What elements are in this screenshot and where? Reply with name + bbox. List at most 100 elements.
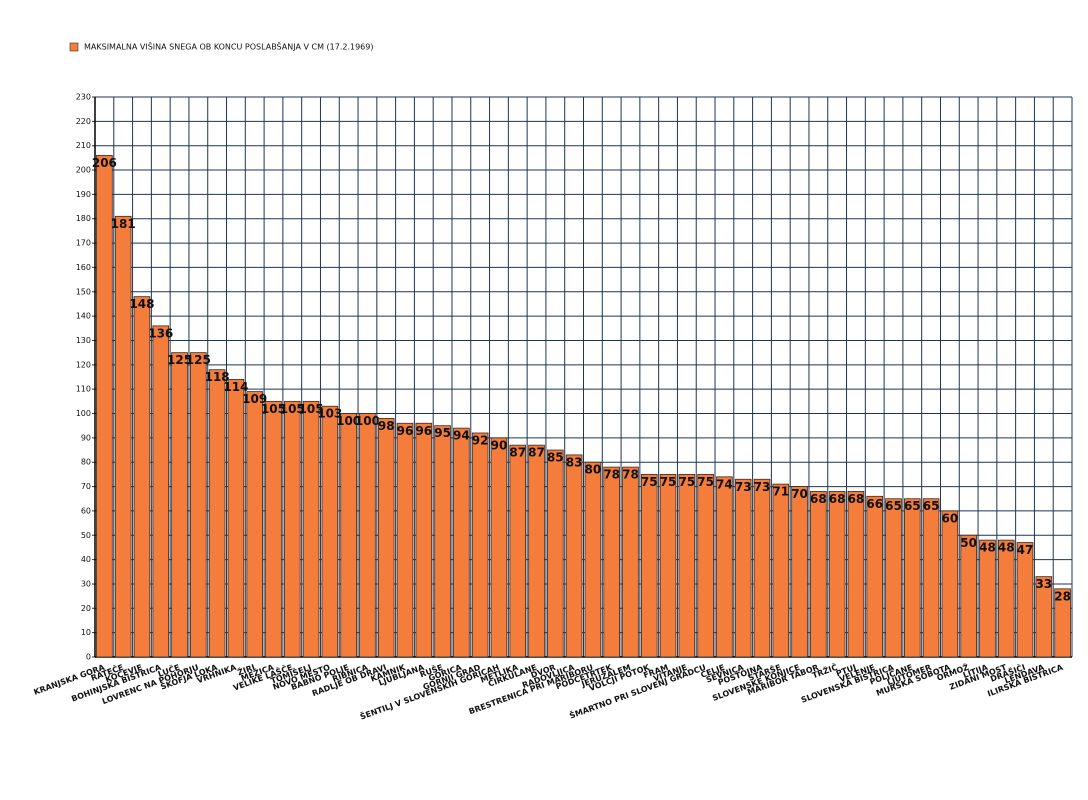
data-label: 71 [772, 485, 789, 499]
data-label: 136 [148, 326, 173, 340]
y-tick-label: 200 [76, 166, 91, 175]
y-tick-label: 210 [76, 141, 91, 150]
bar [547, 449, 564, 658]
data-label: 114 [223, 380, 248, 394]
data-label: 96 [397, 424, 414, 438]
bar [396, 422, 414, 658]
data-label: 33 [1035, 577, 1052, 591]
bar [565, 454, 583, 658]
y-tick-label: 230 [76, 93, 91, 102]
data-label: 87 [509, 446, 526, 460]
bar [415, 422, 433, 658]
bar [960, 534, 977, 658]
y-tick-label: 180 [76, 214, 91, 223]
data-label: 75 [660, 475, 677, 489]
data-label: 65 [923, 499, 940, 513]
data-label: 206 [92, 156, 117, 170]
y-tick-label: 20 [81, 604, 91, 613]
bar [885, 498, 902, 658]
bar [528, 444, 545, 658]
y-tick-label: 150 [76, 287, 91, 296]
y-tick-label: 120 [76, 360, 91, 369]
data-label: 48 [979, 541, 996, 555]
y-tick-label: 50 [81, 531, 91, 540]
bar [941, 510, 959, 658]
bar [490, 437, 508, 658]
bar [453, 427, 470, 658]
bar [603, 466, 620, 658]
data-label: 68 [829, 492, 846, 506]
bar [584, 461, 602, 658]
data-label: 100 [355, 414, 380, 428]
bar [753, 478, 771, 658]
data-label: 105 [261, 402, 286, 416]
x-tick-label: VRHNIKA [196, 662, 238, 685]
data-label: 78 [622, 468, 639, 482]
bar [716, 476, 733, 658]
y-tick-label: 220 [76, 117, 91, 126]
data-label: 181 [111, 217, 136, 231]
data-label: 105 [280, 402, 305, 416]
data-label: 73 [754, 480, 771, 494]
data-label: 87 [528, 446, 545, 460]
bar [866, 495, 884, 658]
y-tick-label: 40 [81, 555, 91, 564]
data-label: 73 [735, 480, 752, 494]
y-tick-label: 80 [81, 458, 91, 467]
y-tick-label: 0 [86, 653, 91, 662]
bar [190, 352, 207, 658]
bar [997, 539, 1015, 658]
data-label: 96 [415, 424, 432, 438]
data-label: 98 [378, 419, 395, 433]
legend-label: MAKSIMALNA VIŠINA SNEGA OB KONCU POSLABŠ… [84, 41, 373, 52]
data-label: 75 [697, 475, 714, 489]
bar [265, 400, 282, 658]
data-label: 103 [317, 407, 342, 421]
y-tick-label: 60 [81, 506, 91, 515]
data-label: 109 [242, 392, 267, 406]
bar [377, 417, 395, 658]
data-label: 75 [678, 475, 695, 489]
data-label: 75 [641, 475, 658, 489]
y-tick-label: 140 [76, 312, 91, 321]
data-label: 100 [336, 414, 361, 428]
data-label: 105 [299, 402, 324, 416]
data-label: 80 [585, 463, 602, 477]
bar [152, 325, 170, 658]
bar [359, 413, 376, 658]
data-label: 118 [205, 370, 230, 384]
bar [734, 478, 752, 658]
bar [509, 444, 527, 658]
bar [114, 215, 132, 658]
bar [979, 539, 996, 658]
data-label: 125 [167, 353, 192, 367]
y-tick-label: 190 [76, 190, 91, 199]
bar [659, 473, 677, 658]
legend-swatch [69, 42, 79, 52]
bar [810, 491, 827, 658]
bar [434, 425, 451, 658]
data-label: 68 [810, 492, 827, 506]
data-label: 65 [885, 499, 902, 513]
data-label: 70 [791, 487, 808, 501]
data-label: 90 [491, 438, 508, 452]
y-tick-label: 130 [76, 336, 91, 345]
y-tick-label: 70 [81, 482, 91, 491]
bar [922, 498, 940, 658]
data-label: 78 [603, 468, 620, 482]
bar [1016, 542, 1034, 658]
bar [302, 400, 320, 658]
data-label: 85 [547, 451, 564, 465]
bar [133, 296, 151, 658]
bar [340, 413, 357, 658]
data-label: 65 [904, 499, 921, 513]
bar [640, 473, 658, 658]
data-label: 50 [960, 536, 977, 550]
y-tick-label: 170 [76, 239, 91, 248]
bar [471, 432, 489, 658]
bar [847, 491, 865, 658]
bar [171, 352, 188, 658]
bar [227, 379, 245, 658]
data-label: 94 [453, 429, 470, 443]
